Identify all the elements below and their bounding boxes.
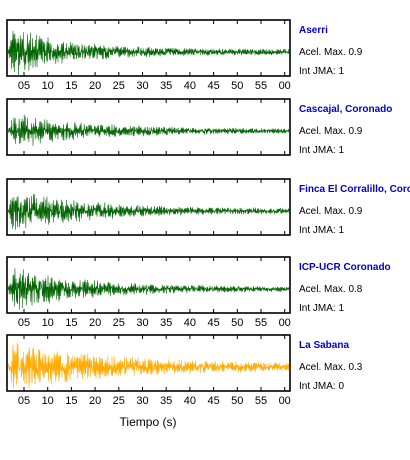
waveform-trace bbox=[7, 114, 290, 146]
seismogram-panels: 05 10 15 20 25 30 35 40 45 50 55 00 Aserri Acel. Max.… bbox=[6, 19, 410, 407]
x-tick-label: 15 bbox=[65, 395, 77, 407]
x-tick-label: 55 bbox=[255, 80, 267, 92]
panel-5: 05 10 15 20 25 30 35 40 45 50 55 00 La Sabana Acel. M… bbox=[6, 334, 363, 407]
x-tick-label: 50 bbox=[231, 395, 243, 407]
x-tick-label: 30 bbox=[136, 395, 148, 407]
x-tick-label: 35 bbox=[160, 317, 172, 329]
panel-2: Cascajal, Coronado Acel. Max. 0.9 Int JMA:… bbox=[6, 98, 392, 156]
station-name: La Sabana bbox=[299, 340, 349, 351]
x-tick-label: 40 bbox=[184, 395, 196, 407]
x-tick-label: 00 bbox=[279, 80, 291, 92]
x-tick-label: 10 bbox=[42, 80, 54, 92]
panel-3: Finca El Corralillo, Coronado Acel. Max. … bbox=[6, 178, 410, 236]
panel-frame bbox=[6, 256, 291, 314]
waveform-trace bbox=[7, 30, 290, 77]
waveform-trace bbox=[7, 268, 290, 310]
x-tick-label: 05 bbox=[18, 395, 30, 407]
x-tick-label: 00 bbox=[279, 317, 291, 329]
x-tick-label: 30 bbox=[136, 80, 148, 92]
panel-4: 05 10 15 20 25 30 35 40 45 50 55 00 ICP-UCR Coronado… bbox=[6, 256, 391, 329]
x-tick-label: 05 bbox=[18, 80, 30, 92]
max-acceleration: Acel. Max. 0.9 bbox=[299, 126, 363, 137]
station-name: Cascajal, Coronado bbox=[299, 104, 392, 115]
x-tick-label: 25 bbox=[113, 317, 125, 329]
waveform-trace bbox=[7, 343, 290, 389]
station-name: ICP-UCR Coronado bbox=[299, 262, 391, 273]
jma-intensity: Int JMA: 1 bbox=[299, 225, 344, 236]
jma-intensity: Int JMA: 1 bbox=[299, 145, 344, 156]
station-name: Aserri bbox=[299, 25, 328, 36]
x-axis-title: Tiempo (s) bbox=[120, 415, 177, 429]
x-tick-label: 45 bbox=[207, 80, 219, 92]
x-tick-label: 35 bbox=[160, 395, 172, 407]
panel-frame bbox=[6, 98, 291, 156]
waveform-trace bbox=[7, 193, 290, 230]
x-tick-label: 40 bbox=[184, 317, 196, 329]
x-tick-label: 10 bbox=[42, 395, 54, 407]
jma-intensity: Int JMA: 0 bbox=[299, 381, 344, 392]
x-tick-label: 40 bbox=[184, 80, 196, 92]
x-tick-label: 20 bbox=[89, 80, 101, 92]
max-acceleration: Acel. Max. 0.9 bbox=[299, 47, 363, 58]
x-tick-label: 35 bbox=[160, 80, 172, 92]
x-tick-label: 15 bbox=[65, 80, 77, 92]
x-tick-label: 25 bbox=[113, 80, 125, 92]
x-tick-label: 10 bbox=[42, 317, 54, 329]
jma-intensity: Int JMA: 1 bbox=[299, 66, 344, 77]
x-tick-label: 30 bbox=[136, 317, 148, 329]
max-acceleration: Acel. Max. 0.9 bbox=[299, 206, 363, 217]
x-tick-label: 00 bbox=[279, 395, 291, 407]
x-tick-label: 25 bbox=[113, 395, 125, 407]
station-name: Finca El Corralillo, Coronado bbox=[299, 184, 410, 195]
x-tick-label: 20 bbox=[89, 317, 101, 329]
panel-frame bbox=[6, 178, 291, 236]
panel-frame bbox=[6, 19, 291, 77]
x-tick-label: 55 bbox=[255, 395, 267, 407]
x-tick-label: 05 bbox=[18, 317, 30, 329]
panel-1: 05 10 15 20 25 30 35 40 45 50 55 00 Aserri Acel. Max.… bbox=[6, 19, 363, 92]
max-acceleration: Acel. Max. 0.8 bbox=[299, 284, 363, 295]
x-tick-label: 15 bbox=[65, 317, 77, 329]
x-tick-label: 45 bbox=[207, 395, 219, 407]
x-tick-label: 50 bbox=[231, 80, 243, 92]
x-tick-label: 50 bbox=[231, 317, 243, 329]
jma-intensity: Int JMA: 1 bbox=[299, 303, 344, 314]
x-tick-label: 20 bbox=[89, 395, 101, 407]
x-tick-label: 45 bbox=[207, 317, 219, 329]
panel-frame bbox=[6, 334, 291, 392]
max-acceleration: Acel. Max. 0.3 bbox=[299, 362, 363, 373]
x-tick-label: 55 bbox=[255, 317, 267, 329]
